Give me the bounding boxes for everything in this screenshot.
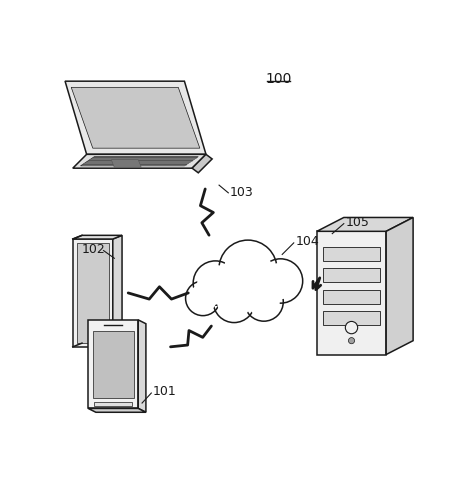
Circle shape	[244, 282, 283, 321]
Circle shape	[258, 259, 303, 303]
Circle shape	[188, 284, 217, 313]
Circle shape	[193, 261, 237, 305]
Circle shape	[213, 281, 255, 322]
Polygon shape	[73, 239, 113, 347]
Circle shape	[217, 285, 251, 319]
Polygon shape	[138, 320, 146, 412]
Polygon shape	[71, 87, 200, 148]
Polygon shape	[93, 331, 134, 398]
Text: 101: 101	[153, 385, 176, 398]
Polygon shape	[113, 235, 122, 347]
Circle shape	[248, 286, 280, 318]
Circle shape	[197, 265, 234, 301]
Polygon shape	[65, 81, 206, 154]
Polygon shape	[323, 290, 380, 304]
Polygon shape	[73, 154, 206, 168]
Circle shape	[186, 281, 220, 316]
Text: 102: 102	[82, 242, 106, 256]
Polygon shape	[386, 217, 413, 354]
Circle shape	[224, 245, 272, 293]
Polygon shape	[317, 217, 413, 231]
Polygon shape	[323, 247, 380, 260]
Polygon shape	[80, 157, 198, 166]
Polygon shape	[73, 235, 122, 239]
Polygon shape	[323, 311, 380, 325]
Polygon shape	[94, 402, 132, 406]
Polygon shape	[317, 231, 386, 354]
Text: 105: 105	[346, 215, 369, 228]
Text: 100: 100	[265, 72, 292, 86]
Polygon shape	[111, 160, 141, 167]
Polygon shape	[88, 408, 146, 412]
Polygon shape	[77, 243, 109, 343]
Polygon shape	[323, 268, 380, 282]
Text: 104: 104	[295, 235, 319, 248]
Text: 103: 103	[230, 186, 254, 199]
Circle shape	[262, 263, 299, 299]
Polygon shape	[192, 154, 212, 173]
Polygon shape	[88, 320, 138, 408]
Circle shape	[345, 321, 358, 334]
Circle shape	[348, 338, 355, 344]
Circle shape	[219, 240, 277, 298]
